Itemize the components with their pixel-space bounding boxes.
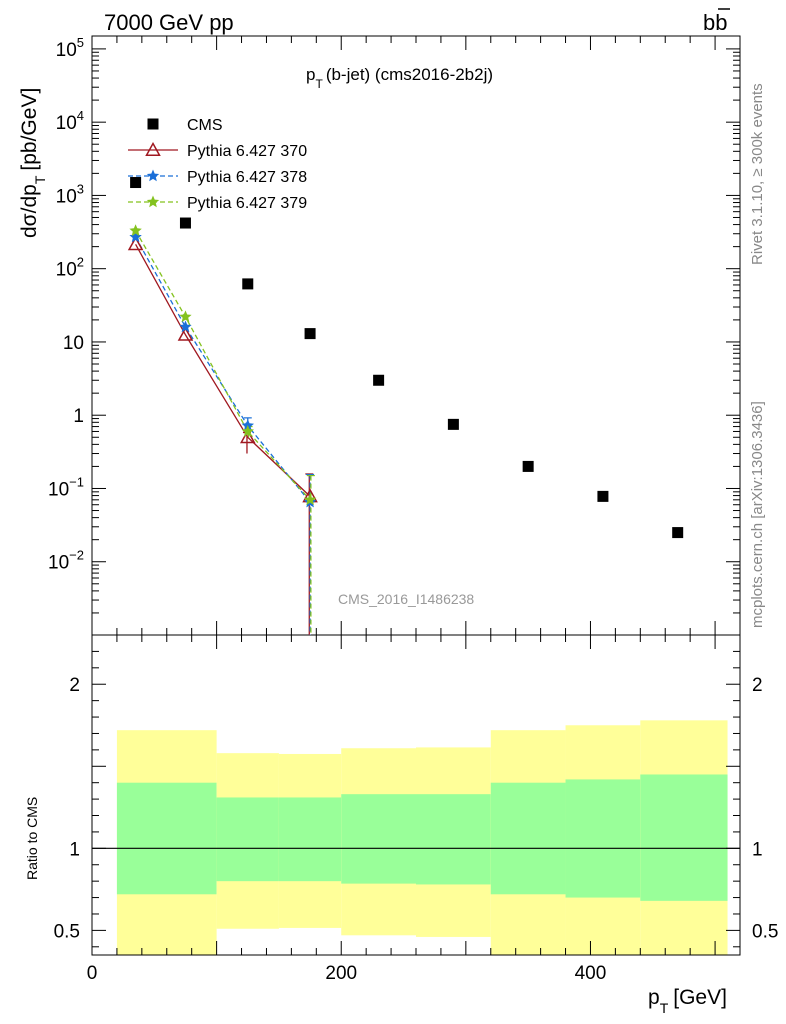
x-axis-label: pT [GeV]: [648, 986, 727, 1016]
marker-square: [522, 460, 534, 472]
ratio-y-tick-label-left: 1: [69, 839, 80, 860]
marker-triangle: [177, 326, 194, 341]
marker-square: [147, 118, 159, 130]
ratio-inner-band-2: [278, 797, 342, 882]
ratio-y-tick-label-left: 2: [69, 675, 80, 696]
series-line-2: [135, 236, 311, 503]
ratio-inner-band-6: [565, 779, 641, 898]
x-tick-label: 400: [575, 963, 607, 984]
plot-title: pT (b-jet) (cms2016-2b2j): [306, 65, 493, 91]
marker-square: [447, 418, 459, 430]
ratio-bands: [92, 720, 740, 955]
series-line-1: [135, 243, 311, 497]
rivet-version-label: Rivet 3.1.10, ≥ 300k events: [749, 83, 766, 265]
legend: CMS Pythia 6.427 370 Pythia 6.427 378 Pythi…: [128, 117, 307, 212]
analysis-watermark: CMS_2016_I1486238: [338, 591, 474, 607]
marker-star: [179, 320, 192, 333]
ratio-y-tick-label-left: 0.5: [54, 921, 80, 942]
marker-star: [129, 224, 142, 236]
marker-square: [304, 328, 316, 340]
legend-label: CMS: [187, 117, 223, 134]
ratio-inner-band-0: [116, 782, 217, 895]
marker-square: [179, 217, 191, 229]
main-y-tick-label: 105: [56, 35, 84, 61]
y-axis-label-main: dσ/dpT[pb/GeV]: [18, 88, 48, 238]
y-axis-label-ratio: Ratio to CMS: [24, 797, 40, 880]
legend-label: Pythia 6.427 378: [187, 169, 307, 186]
marker-square: [672, 527, 684, 539]
marker-square: [373, 374, 385, 386]
marker-triangle: [127, 236, 144, 251]
marker-star: [179, 310, 192, 323]
x-tick-label: 0: [87, 963, 98, 984]
legend-label: Pythia 6.427 370: [187, 143, 307, 160]
x-axis-ticks: 0 200 400: [87, 36, 741, 984]
marker-star: [129, 230, 142, 243]
ratio-y-axis-ticks: 0.5 0.5 1 1 2 2: [54, 634, 778, 948]
mc-series-markers: [127, 224, 318, 508]
main-y-tick-label: 102: [56, 255, 84, 281]
mc-series-lines: [135, 230, 311, 503]
marker-square: [597, 490, 609, 502]
ratio-inner-band-4: [416, 794, 491, 885]
marker-square: [130, 177, 142, 189]
svg-text:bb: bb: [703, 10, 727, 35]
series-line-3: [135, 230, 311, 501]
legend-label: Pythia 6.427 379: [187, 195, 307, 212]
ratio-inner-band-5: [490, 782, 566, 895]
ratio-y-tick-label-right: 2: [752, 675, 763, 696]
mc-error-bars: [242, 417, 315, 635]
ratio-y-tick-label-right: 0.5: [752, 921, 778, 942]
marker-triangle: [239, 429, 256, 444]
marker-star: [303, 493, 317, 506]
ratio-inner-band-7: [640, 774, 728, 901]
process-label: bb: [703, 8, 730, 35]
marker-star: [146, 195, 160, 208]
main-y-tick-label: 10−2: [48, 548, 84, 574]
marker-square: [242, 278, 254, 290]
ratio-y-tick-label-right: 1: [752, 839, 763, 860]
main-y-tick-label: 104: [56, 108, 84, 134]
main-y-tick-label: 103: [56, 181, 84, 207]
cms-data-points: [130, 177, 684, 539]
ratio-inner-band-1: [216, 797, 279, 882]
marker-triangle: [145, 141, 161, 156]
x-tick-label: 200: [325, 963, 357, 984]
energy-label: 7000 GeV pp: [104, 10, 234, 35]
main-y-tick-label: 1: [73, 406, 84, 427]
main-y-tick-label: 10: [63, 333, 84, 354]
marker-star: [241, 425, 254, 437]
marker-star: [146, 169, 160, 182]
main-y-tick-label: 10−1: [48, 474, 84, 500]
mcplots-reference-label: mcplots.cern.ch [arXiv:1306.3436]: [749, 401, 766, 628]
ratio-inner-band-3: [341, 794, 416, 884]
